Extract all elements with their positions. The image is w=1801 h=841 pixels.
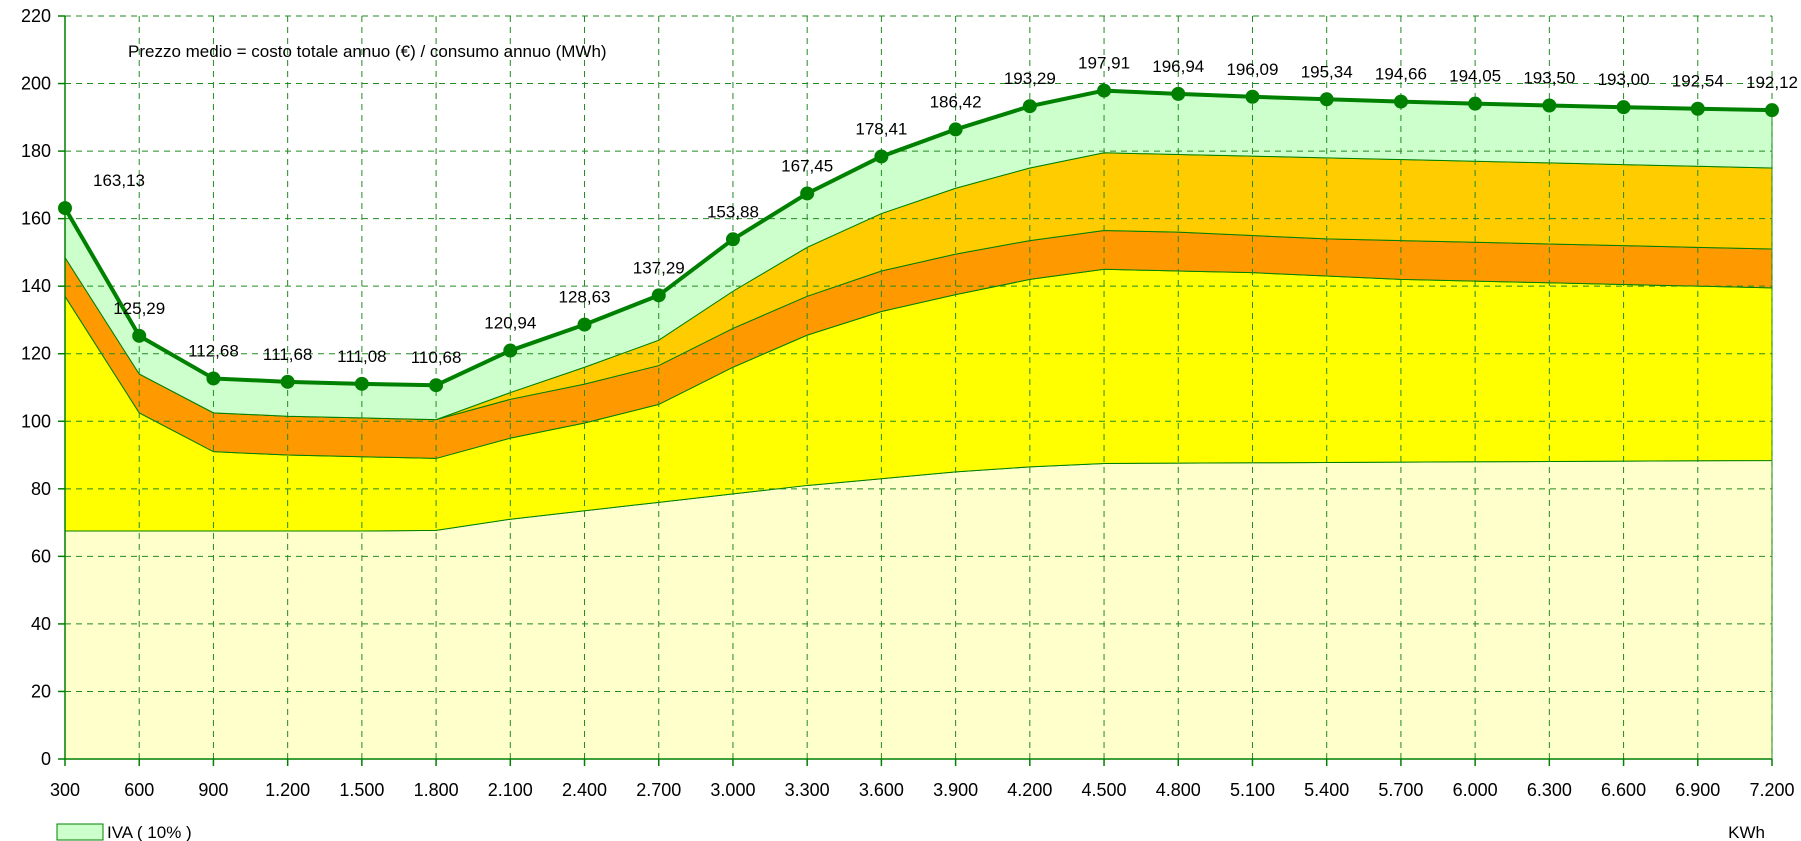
x-tick-label: 6.000 xyxy=(1453,780,1498,800)
x-axis-unit: KWh xyxy=(1728,823,1765,841)
x-tick-label: 4.800 xyxy=(1156,780,1201,800)
series-point xyxy=(874,149,889,164)
stacked-areas xyxy=(64,90,1773,760)
y-tick-label: 120 xyxy=(21,344,51,364)
x-tick-label: 2.100 xyxy=(488,780,533,800)
x-tick-label: 1.800 xyxy=(414,780,459,800)
x-tick-label: 6.600 xyxy=(1601,780,1646,800)
series-point xyxy=(206,371,221,386)
data-label: 193,29 xyxy=(1004,69,1056,88)
data-label: 194,66 xyxy=(1375,65,1427,84)
series-point xyxy=(132,328,147,343)
x-tick-label: 3.300 xyxy=(785,780,830,800)
x-tick-label: 3.000 xyxy=(710,780,755,800)
y-tick-label: 220 xyxy=(21,6,51,26)
x-tick-label: 300 xyxy=(50,780,80,800)
x-tick-label: 2.400 xyxy=(562,780,607,800)
x-tick-label: 5.100 xyxy=(1230,780,1275,800)
series-point xyxy=(1393,94,1408,109)
data-label: 111,08 xyxy=(337,347,386,366)
series-line xyxy=(63,88,1773,388)
x-tick-label: 4.500 xyxy=(1082,780,1127,800)
data-label: 163,13 xyxy=(93,171,145,190)
data-labels: 163,13 125,29 112,68 111,68 111,08 110,68 120,… xyxy=(93,54,1798,368)
y-tick-label: 140 xyxy=(21,276,51,296)
data-label: 186,42 xyxy=(930,92,982,111)
series-point xyxy=(1468,96,1483,111)
x-tick-label: 2.700 xyxy=(636,780,681,800)
data-label: 196,94 xyxy=(1152,57,1204,76)
x-tick-label: 5.400 xyxy=(1304,780,1349,800)
series-point xyxy=(503,343,518,358)
data-label: 193,50 xyxy=(1523,68,1575,87)
data-label: 195,34 xyxy=(1301,62,1353,81)
series-point xyxy=(1171,86,1186,101)
x-tick-label: 5.700 xyxy=(1378,780,1423,800)
series-point xyxy=(429,378,444,393)
y-tick-label: 160 xyxy=(21,209,51,229)
series-point xyxy=(651,288,666,303)
x-tick-label: 6.900 xyxy=(1675,780,1720,800)
series-point xyxy=(725,232,740,247)
y-tick-label: 80 xyxy=(31,479,51,499)
y-tick-label: 0 xyxy=(41,749,51,769)
data-label: 192,54 xyxy=(1672,72,1724,91)
chart-annotation: Prezzo medio = costo totale annuo (€) / … xyxy=(128,42,607,61)
y-tick-label: 100 xyxy=(21,411,51,431)
x-tick-label: 1.200 xyxy=(265,780,310,800)
data-label: 197,91 xyxy=(1078,54,1130,73)
series-point xyxy=(1616,100,1631,115)
gridlines xyxy=(65,15,1773,759)
data-label: 128,63 xyxy=(559,288,611,307)
data-label: 194,05 xyxy=(1449,67,1501,86)
series-point xyxy=(1245,89,1260,104)
data-label: 178,41 xyxy=(855,119,907,138)
price-series xyxy=(58,83,1779,393)
series-point xyxy=(58,201,72,216)
series-point xyxy=(1022,99,1037,114)
series-point xyxy=(577,317,592,332)
legend: IVA ( 10% ) xyxy=(56,823,192,841)
series-point xyxy=(1097,83,1112,98)
x-tick-label: 7.200 xyxy=(1749,780,1794,800)
x-tick-label: 4.200 xyxy=(1007,780,1052,800)
series-point xyxy=(1765,103,1779,118)
x-tick-label: 3.600 xyxy=(859,780,904,800)
y-tick-label: 20 xyxy=(31,681,51,701)
series-point xyxy=(1542,98,1557,113)
data-label: 196,09 xyxy=(1226,60,1278,79)
data-label: 193,00 xyxy=(1598,70,1650,89)
legend-label: IVA ( 10% ) xyxy=(107,823,192,841)
data-label: 112,68 xyxy=(188,341,239,360)
x-tick-label: 6.300 xyxy=(1527,780,1572,800)
series-point xyxy=(354,376,369,391)
y-tick-label: 60 xyxy=(31,546,51,566)
x-tick-label: 1.500 xyxy=(339,780,384,800)
series-point xyxy=(948,122,963,137)
data-label: 137,29 xyxy=(633,258,685,277)
series-point xyxy=(800,186,815,201)
axes: 0 20 40 60 80 100 120 140 160 180 200 220 300 600 900 1… xyxy=(21,6,1795,800)
x-tick-label: 600 xyxy=(124,780,154,800)
data-label: 153,88 xyxy=(707,202,759,221)
x-tick-label: 3.900 xyxy=(933,780,978,800)
series-point xyxy=(1690,101,1705,116)
data-label: 192,12 xyxy=(1746,73,1798,92)
data-label: 167,45 xyxy=(781,156,833,175)
y-tick-label: 200 xyxy=(21,74,51,94)
series-point xyxy=(1319,92,1334,107)
data-label: 111,68 xyxy=(263,345,312,364)
legend-swatch xyxy=(56,823,104,841)
x-tick-label: 900 xyxy=(198,780,228,800)
y-tick-label: 40 xyxy=(31,614,51,634)
data-label: 120,94 xyxy=(484,314,536,333)
data-label: 110,68 xyxy=(411,348,462,367)
series-point xyxy=(280,374,295,389)
y-tick-label: 180 xyxy=(21,141,51,161)
data-label: 125,29 xyxy=(113,299,165,318)
